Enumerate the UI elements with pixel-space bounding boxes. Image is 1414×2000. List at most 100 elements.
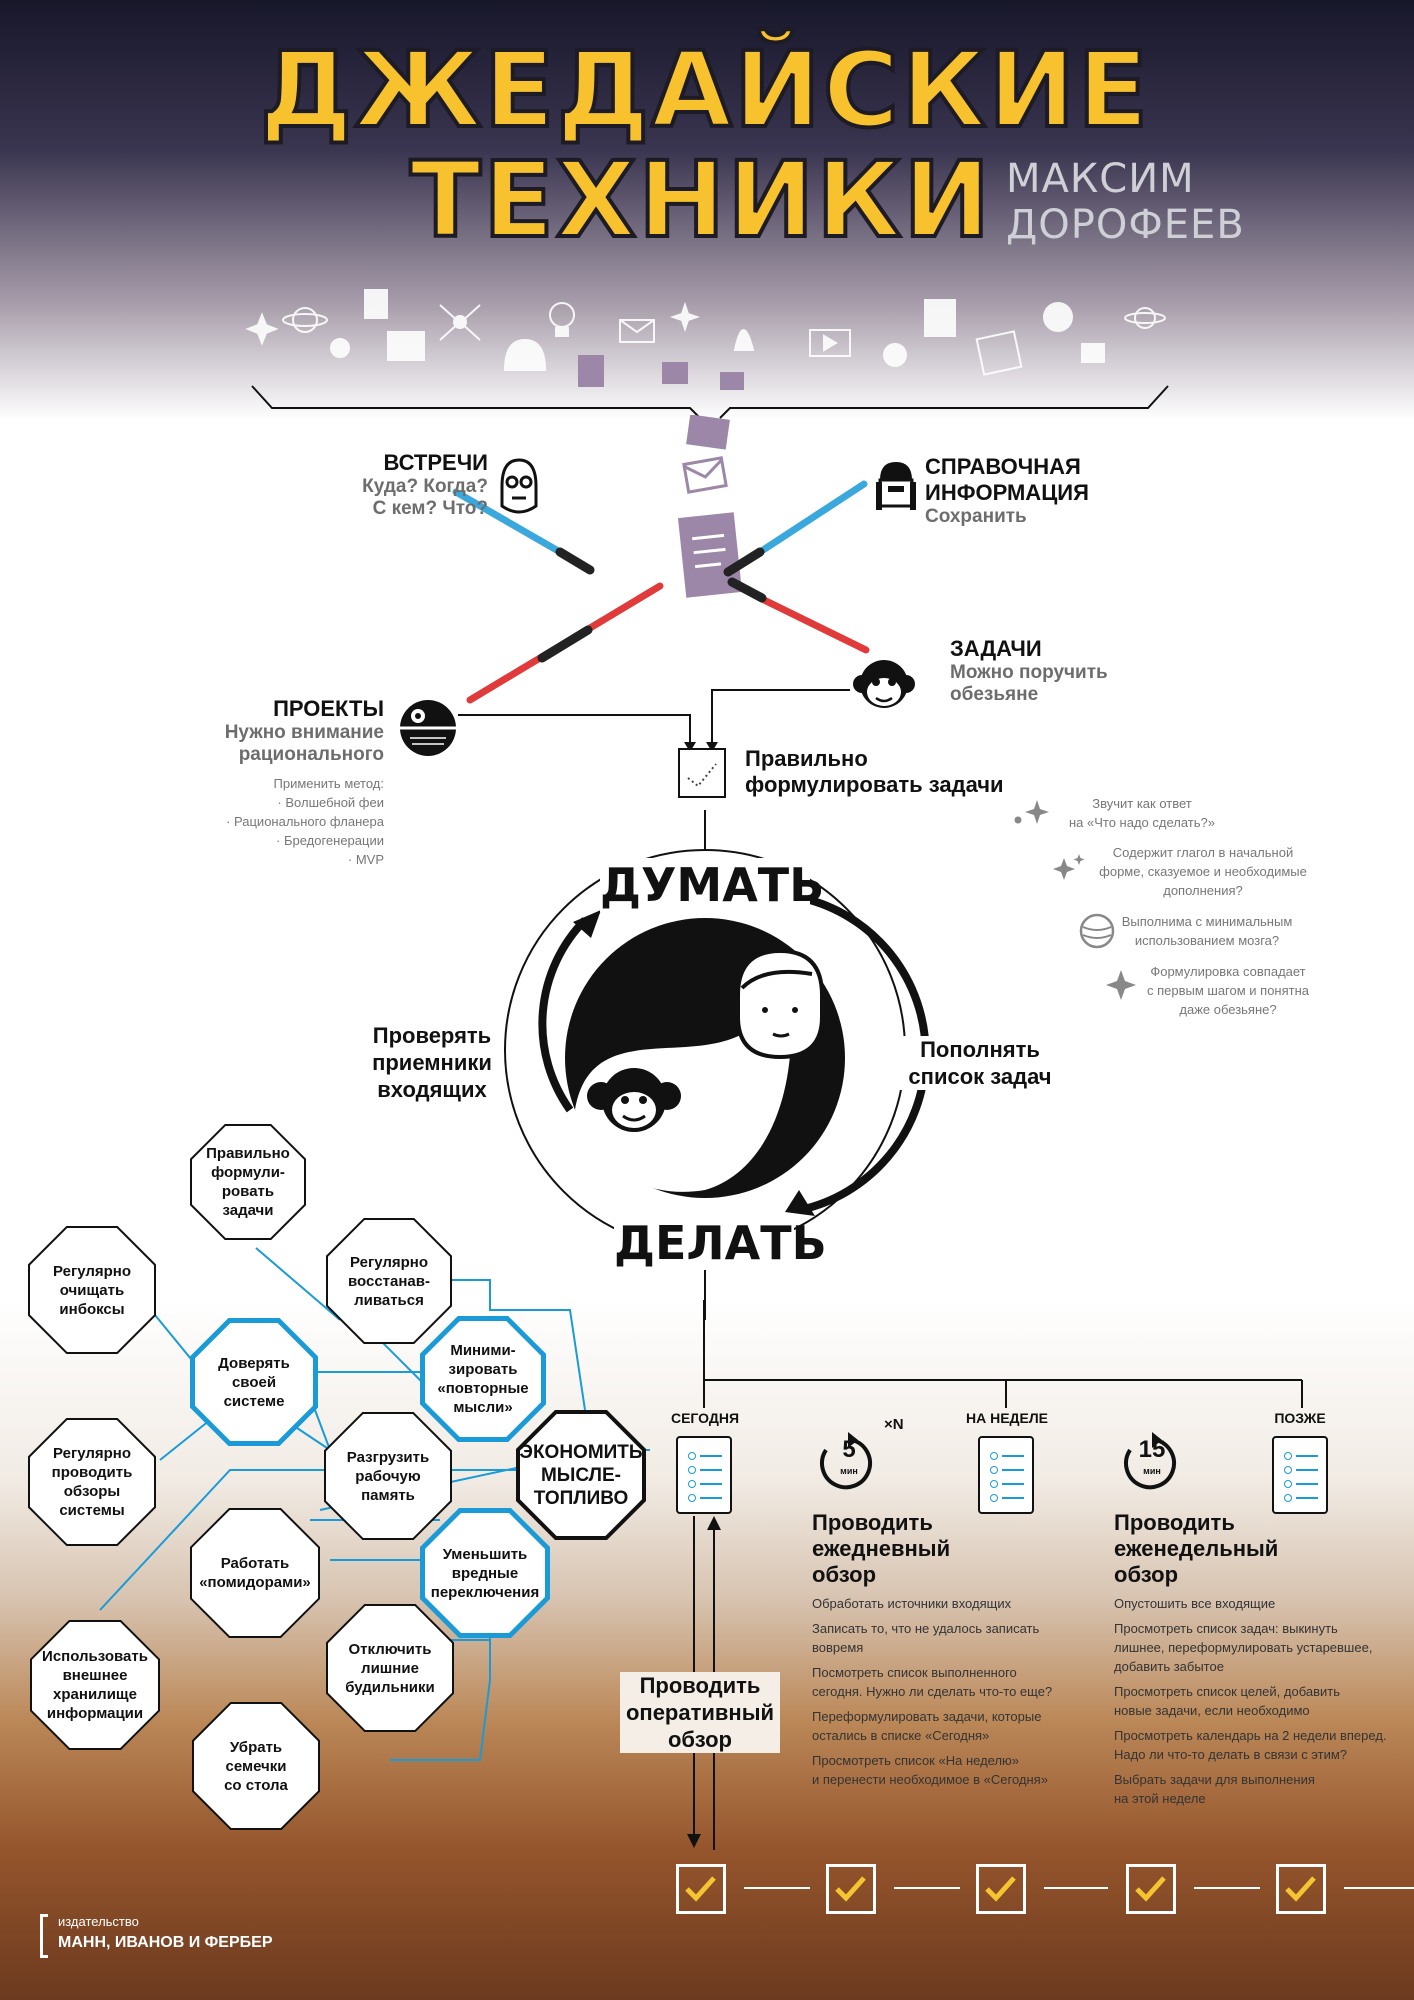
node-external: Использовать внешнее хранилище информации xyxy=(30,1620,160,1750)
node-line: Доверять xyxy=(218,1354,290,1372)
brain-icon xyxy=(1079,913,1115,949)
fill-tasks-label: Пополнять список задач xyxy=(900,1036,1060,1090)
title-line: обзор xyxy=(812,1562,877,1587)
label-line: Проверять xyxy=(372,1023,492,1048)
week-list-icon xyxy=(978,1436,1034,1514)
meetings-title: ВСТРЕЧИ xyxy=(383,450,488,475)
label-line: Проводить xyxy=(639,1673,761,1698)
collection-bracket xyxy=(251,385,1169,419)
node-review: Регулярно проводить обзоры системы xyxy=(28,1418,156,1546)
projects-sub-2: рационального xyxy=(238,744,384,765)
title-line: ежедневный xyxy=(812,1536,951,1561)
label-line: Пополнять xyxy=(920,1037,1040,1062)
node-trust: Доверять своей системе xyxy=(190,1318,318,1446)
column-week: НА НЕДЕЛЕ xyxy=(965,1410,1049,1426)
columns-connectors xyxy=(703,1300,1303,1408)
tasks-sub-2: обезьяне xyxy=(950,684,1039,705)
node-line: мысли» xyxy=(453,1399,513,1416)
node-line: Работать xyxy=(220,1555,290,1572)
label-line: приемники xyxy=(372,1050,492,1075)
label-line: оперативный xyxy=(625,1700,775,1725)
node-line: инбоксы xyxy=(59,1300,125,1318)
operative-review-label: Проводить оперативный обзор xyxy=(620,1672,780,1753)
projects-block: ПРОЕКТЫ Нужно внимание рационального При… xyxy=(190,696,384,869)
projects-method-intro: Применить метод: xyxy=(273,776,384,791)
node-line: задачи xyxy=(222,1202,274,1219)
daily-review-item: Посмотреть список выполненного сегодня. Н… xyxy=(812,1665,1053,1699)
node-line: ЭКОНОМИТЬ xyxy=(519,1441,643,1463)
node-line: рабочую xyxy=(355,1467,421,1485)
publisher-label: издательство xyxy=(58,1914,139,1929)
node-line: «помидорами» xyxy=(199,1574,311,1591)
chart-icon xyxy=(975,330,1023,376)
projects-method: · Волшебной феи xyxy=(277,795,384,810)
node-line: восстанав- xyxy=(348,1272,430,1290)
node-line: зировать xyxy=(448,1361,518,1378)
projects-method: · MVP xyxy=(347,852,384,867)
vader-icon xyxy=(503,338,547,371)
criteria-line: даже обезьяне? xyxy=(1179,1002,1277,1017)
criteria-line: с первым шагом и понятна xyxy=(1146,983,1310,998)
node-line: «повторные xyxy=(437,1380,529,1397)
weekly-timer-value: 15 xyxy=(1138,1436,1166,1463)
node-line: лишние xyxy=(361,1659,419,1677)
title-line: обзор xyxy=(1114,1562,1179,1587)
column-today: СЕГОДНЯ xyxy=(670,1410,740,1426)
node-line: вредные xyxy=(451,1564,519,1582)
node-line: внешнее xyxy=(62,1667,128,1684)
daily-review-item: Обработать источники входящих xyxy=(812,1596,1012,1611)
node-reduce: Уменьшить вредные переключения xyxy=(420,1508,550,1638)
folder-icon xyxy=(1081,343,1105,363)
timer-icon xyxy=(820,1432,873,1490)
document-icon xyxy=(364,289,388,319)
sparkle-icon xyxy=(669,301,701,333)
title-line-2: ТЕХНИКИ xyxy=(408,139,993,261)
c3po-icon xyxy=(500,458,538,514)
projects-title: ПРОЕКТЫ xyxy=(273,696,384,721)
think-label: ДУМАТЬ xyxy=(600,858,825,912)
do-label: ДЕЛАТЬ xyxy=(614,1216,827,1270)
monkey-icon xyxy=(587,1068,681,1132)
criteria-line: Содержит глагол в начальной xyxy=(1112,845,1294,860)
later-list-icon xyxy=(1272,1436,1328,1514)
criteria-line: на «Что надо сделать?» xyxy=(1068,815,1215,830)
label-line: входящих xyxy=(377,1077,487,1102)
node-line: Убрать xyxy=(229,1738,283,1756)
check-inboxes-label: Проверять приемники входящих xyxy=(362,1022,502,1103)
weekly-timer-unit: мин xyxy=(1143,1466,1161,1476)
checkbox-icon xyxy=(1126,1864,1176,1914)
meetings-block: ВСТРЕЧИ Куда? Когда? С кем? Что? xyxy=(300,450,488,520)
formulate-line-2: формулировать задачи xyxy=(745,772,1004,797)
criteria-item-1: Звучит как ответ на «Что надо сделать?» xyxy=(1052,794,1232,832)
projects-sub-1: Нужно внимание xyxy=(224,722,384,743)
daily-review-list: Обработать источники входящих Записать т… xyxy=(812,1594,1092,1795)
weekly-review-item: Опустошить все входящие xyxy=(1114,1596,1276,1611)
label-line: список задач xyxy=(908,1064,1052,1089)
formulate-label: Правильно формулировать задачи xyxy=(745,746,1004,798)
title-line: еженедельный xyxy=(1114,1536,1279,1561)
node-line: переключения xyxy=(430,1583,540,1601)
r2d2-icon xyxy=(876,462,916,510)
criteria-item-2: Содержит глагол в начальной форме, сказу… xyxy=(1078,843,1328,900)
node-line: Использовать xyxy=(42,1648,148,1665)
node-pomodoro: Работать «помидорами» xyxy=(190,1508,320,1638)
node-line: ливаться xyxy=(354,1291,424,1309)
rebel-icon xyxy=(330,338,350,358)
node-formulate: Правильно формули-ровать задачи xyxy=(190,1124,306,1240)
formulate-box xyxy=(678,748,726,798)
node-line: Регулярно xyxy=(52,1445,132,1462)
human-face-icon xyxy=(736,948,824,1060)
video-icon xyxy=(809,329,851,357)
reference-title-1: СПРАВОЧНАЯ xyxy=(925,454,1081,479)
node-line: формули- xyxy=(211,1164,285,1181)
checkbox-icon xyxy=(676,1864,726,1914)
node-alarms: Отключить лишние будильники xyxy=(326,1604,454,1732)
news-icon xyxy=(924,299,956,337)
reference-block: СПРАВОЧНАЯ ИНФОРМАЦИЯ Сохранить xyxy=(925,454,1145,528)
criteria-line: использованием мозга? xyxy=(1134,933,1280,948)
monkey-icon xyxy=(853,660,915,708)
node-line: Правильно xyxy=(206,1145,290,1162)
criteria-item-3: Выполнима с минимальным использованием м… xyxy=(1112,912,1302,950)
title-line: Проводить xyxy=(1114,1510,1235,1535)
node-recover: Регулярно восстанав-ливаться xyxy=(326,1218,452,1344)
